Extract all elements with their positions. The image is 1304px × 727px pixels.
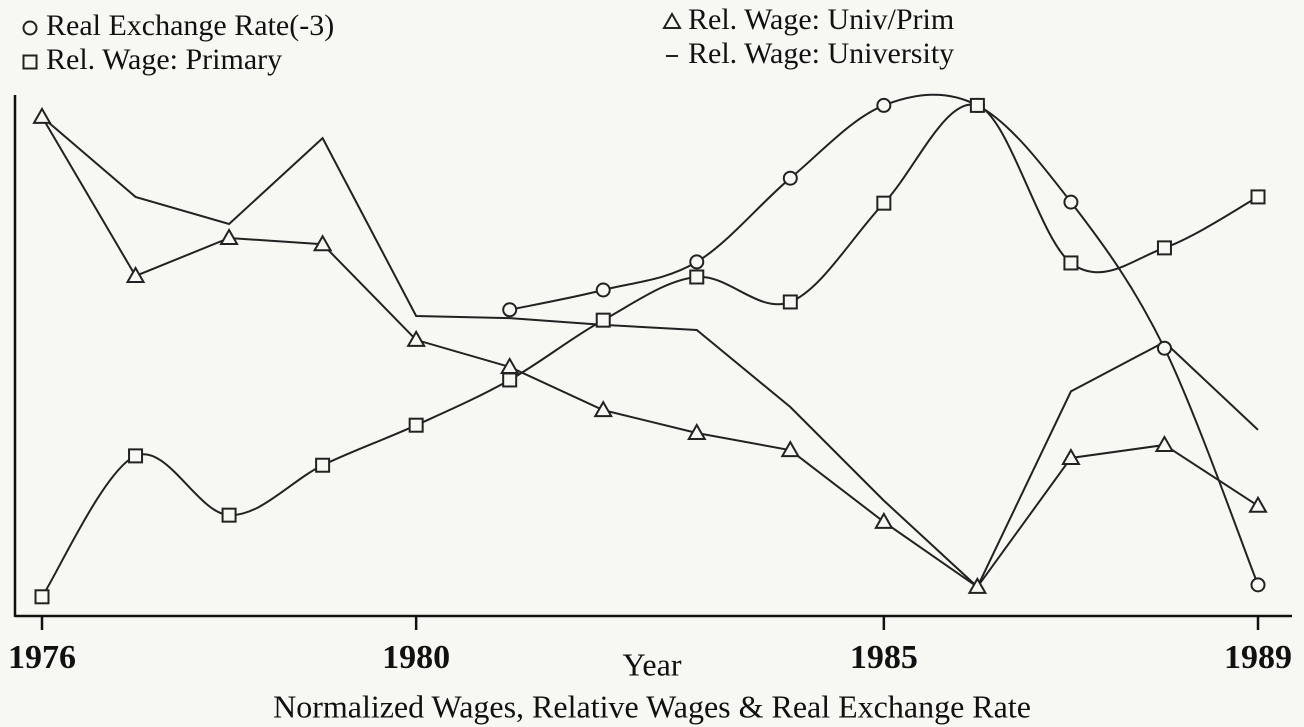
x-tick-label: 1985 xyxy=(850,639,918,676)
data-point xyxy=(221,507,237,523)
series-line xyxy=(41,116,1259,589)
data-point xyxy=(312,234,333,252)
series-line xyxy=(509,93,1259,586)
data-point xyxy=(780,440,801,458)
data-point xyxy=(687,422,707,440)
chart-title: Normalized Wages, Relative Wages & Real … xyxy=(273,688,1031,724)
data-point xyxy=(876,195,892,211)
legend-marker xyxy=(662,11,682,29)
legend-label: Real Exchange Rate(-3) xyxy=(46,9,334,42)
data-point xyxy=(969,97,985,113)
x-axis-label: Year xyxy=(623,646,682,682)
series-line xyxy=(41,116,1259,589)
data-point xyxy=(689,269,705,285)
data-point xyxy=(967,576,988,594)
data-point xyxy=(689,254,705,270)
data-point xyxy=(874,511,894,529)
legend-label: Rel. Wage: Univ/Prim xyxy=(688,3,954,36)
series-line xyxy=(41,103,1259,598)
data-point xyxy=(1248,495,1268,513)
x-tick-label: 1989 xyxy=(1224,639,1292,676)
data-point xyxy=(1063,194,1079,210)
x-tick-label: 1980 xyxy=(382,639,450,676)
data-point xyxy=(408,417,424,433)
data-point xyxy=(876,97,892,113)
data-point xyxy=(595,282,611,298)
data-point xyxy=(128,448,144,464)
x-tick-label: 1976 xyxy=(8,639,76,676)
data-point xyxy=(593,400,613,418)
data-point xyxy=(595,312,611,328)
data-point xyxy=(125,265,146,283)
legend-label: Rel. Wage: Primary xyxy=(46,43,282,76)
data-point xyxy=(219,227,239,245)
data-point xyxy=(782,294,798,310)
data-point xyxy=(782,170,798,186)
data-point xyxy=(1156,240,1172,256)
data-point xyxy=(499,356,520,374)
data-point xyxy=(1250,189,1266,205)
data-point xyxy=(1061,447,1081,465)
data-point xyxy=(1156,340,1172,356)
data-point xyxy=(1063,255,1079,271)
data-point xyxy=(32,106,52,124)
legend-marker xyxy=(22,20,38,36)
data-point xyxy=(1154,434,1175,452)
data-point xyxy=(502,302,518,318)
data-point xyxy=(502,372,518,388)
data-point xyxy=(315,457,331,473)
legend-marker xyxy=(22,54,38,70)
data-point xyxy=(1250,577,1266,593)
data-point xyxy=(34,589,50,605)
data-point xyxy=(406,329,426,347)
legend-label: Rel. Wage: University xyxy=(688,37,954,70)
